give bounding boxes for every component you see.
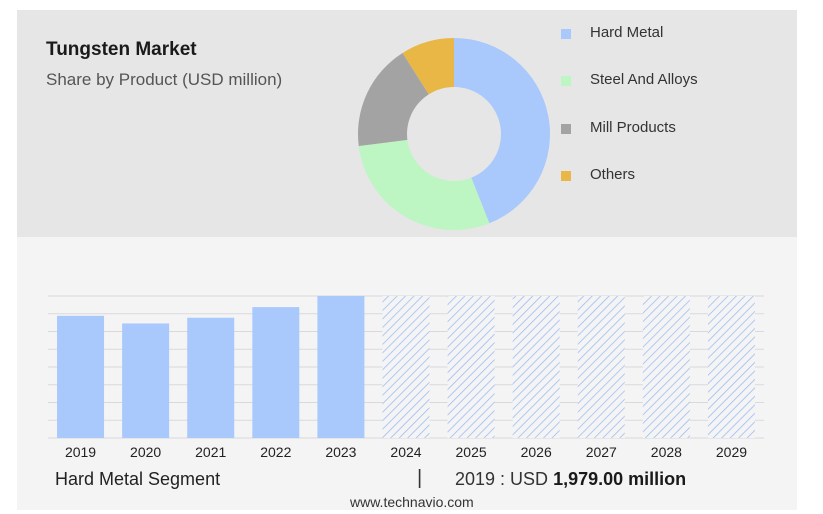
legend-swatch-mill-products bbox=[561, 124, 571, 134]
legend-label-others: Others bbox=[590, 166, 636, 183]
forecast-bar-2024 bbox=[382, 296, 430, 438]
footer-separator: | bbox=[417, 467, 423, 489]
donut-panel: Tungsten Market Share by Product (USD mi… bbox=[17, 10, 797, 237]
segment-year-label: 2019 : USD bbox=[455, 469, 549, 489]
legend-label-steel-and-alloys: Steel And Alloys bbox=[590, 71, 698, 88]
bar-2019 bbox=[57, 315, 105, 438]
forecast-bar-2026 bbox=[512, 296, 560, 438]
x-tick-label-2028: 2028 bbox=[651, 444, 682, 460]
chart-card: Tungsten Market Share by Product (USD mi… bbox=[17, 10, 797, 510]
segment-value: 2019 : USD 1,979.00 million bbox=[455, 469, 686, 490]
donut-slice-steel-and-alloys bbox=[358, 139, 490, 231]
legend-swatch-others bbox=[561, 171, 571, 181]
chart-subtitle: Share by Product (USD million) bbox=[46, 70, 283, 89]
x-tick-label-2022: 2022 bbox=[260, 444, 291, 460]
x-tick-label-2024: 2024 bbox=[390, 444, 421, 460]
x-tick-label-2019: 2019 bbox=[65, 444, 96, 460]
forecast-bar-2028 bbox=[642, 296, 690, 438]
segment-label: Hard Metal Segment bbox=[55, 469, 221, 489]
bar-2021 bbox=[187, 317, 235, 438]
bar-chart: 2019 2020 2021 2022 2023 2024 2025 2026 2027 2028… bbox=[48, 295, 764, 460]
legend-label-mill-products: Mill Products bbox=[590, 119, 676, 136]
segment-amount: 1,979.00 million bbox=[553, 469, 687, 489]
x-tick-label-2027: 2027 bbox=[586, 444, 617, 460]
legend-swatch-steel-and-alloys bbox=[561, 76, 571, 86]
legend-label-hard-metal: Hard Metal bbox=[590, 24, 664, 41]
donut-chart bbox=[358, 38, 551, 231]
forecast-bar-2025 bbox=[447, 296, 495, 438]
source-link[interactable]: www.technavio.com bbox=[350, 494, 474, 510]
legend-swatch-hard-metal bbox=[561, 29, 571, 39]
x-tick-label-2026: 2026 bbox=[521, 444, 552, 460]
bar-2020 bbox=[122, 323, 170, 438]
donut-slice-hard-metal bbox=[454, 38, 551, 224]
bar-2022 bbox=[252, 307, 300, 438]
chart-title: Tungsten Market bbox=[46, 39, 197, 60]
bar-2023 bbox=[317, 296, 365, 438]
donut-slice-others bbox=[402, 38, 454, 95]
x-tick-label-2029: 2029 bbox=[716, 444, 747, 460]
x-tick-label-2020: 2020 bbox=[130, 444, 161, 460]
x-tick-label-2025: 2025 bbox=[456, 444, 487, 460]
donut-slice-mill-products bbox=[358, 52, 429, 147]
x-tick-label-2023: 2023 bbox=[325, 444, 356, 460]
x-tick-label-2021: 2021 bbox=[195, 444, 226, 460]
forecast-bar-2027 bbox=[577, 296, 625, 438]
forecast-bar-2029 bbox=[707, 296, 755, 438]
